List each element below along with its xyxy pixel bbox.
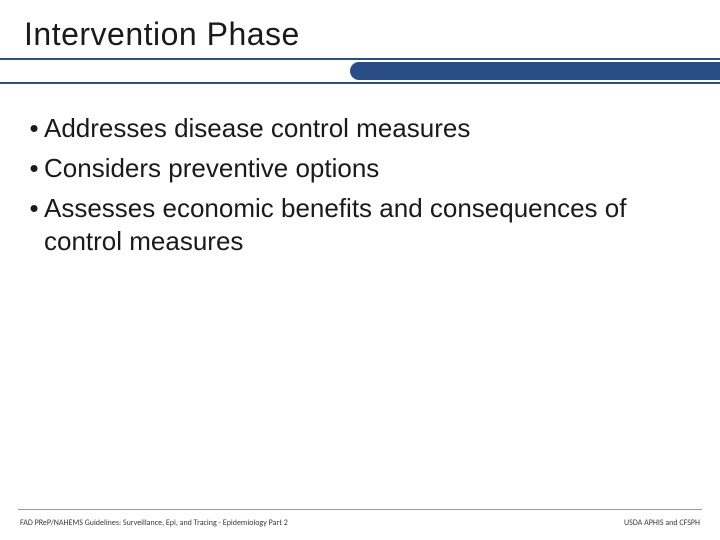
bullet-item: • Assesses economic benefits and consequ… <box>24 192 680 260</box>
banner-line-bottom <box>0 82 720 84</box>
banner-line-top <box>0 58 720 60</box>
footer-right-text: USDA APHIS and CFSPH <box>624 518 700 528</box>
title-area: Intervention Phase <box>24 16 720 53</box>
footer-divider <box>18 509 702 510</box>
bullet-marker-icon: • <box>24 192 44 225</box>
banner-fill <box>350 62 720 80</box>
content-area: • Addresses disease control measures • C… <box>24 112 680 265</box>
bullet-text: Assesses economic benefits and consequen… <box>44 192 680 260</box>
slide: Intervention Phase • Addresses disease c… <box>0 0 720 540</box>
bullet-text: Considers preventive options <box>44 152 379 186</box>
slide-title: Intervention Phase <box>24 16 720 53</box>
bullet-item: • Considers preventive options <box>24 152 680 186</box>
bullet-marker-icon: • <box>24 112 44 145</box>
footer-left-text: FAD PReP/NAHEMS Guidelines: Surveillance… <box>20 518 288 528</box>
bullet-text: Addresses disease control measures <box>44 112 470 146</box>
bullet-marker-icon: • <box>24 152 44 185</box>
title-banner <box>0 58 720 84</box>
bullet-item: • Addresses disease control measures <box>24 112 680 146</box>
